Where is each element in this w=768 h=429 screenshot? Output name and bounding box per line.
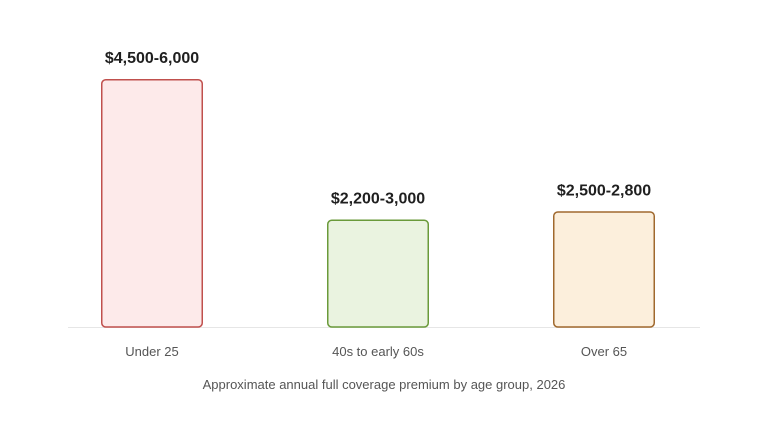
- bar-value-label-1: $4,500-6,000: [105, 50, 199, 67]
- bar-2: [327, 219, 429, 328]
- bar-value-label-2: $2,200-3,000: [331, 191, 425, 208]
- category-label-1: Under 25: [125, 344, 178, 359]
- value-labels-group: $4,500-6,000 $2,200-3,000 $2,500-2,800: [105, 50, 651, 208]
- category-label-2: 40s to early 60s: [332, 344, 424, 359]
- bars-group: [101, 79, 655, 328]
- category-labels-group: Under 25 40s to early 60s Over 65: [125, 344, 627, 359]
- category-label-3: Over 65: [581, 344, 627, 359]
- bar-3: [553, 211, 655, 328]
- bar-1: [101, 79, 203, 328]
- chart-caption: Approximate annual full coverage premium…: [203, 377, 566, 392]
- bar-value-label-3: $2,500-2,800: [557, 182, 651, 199]
